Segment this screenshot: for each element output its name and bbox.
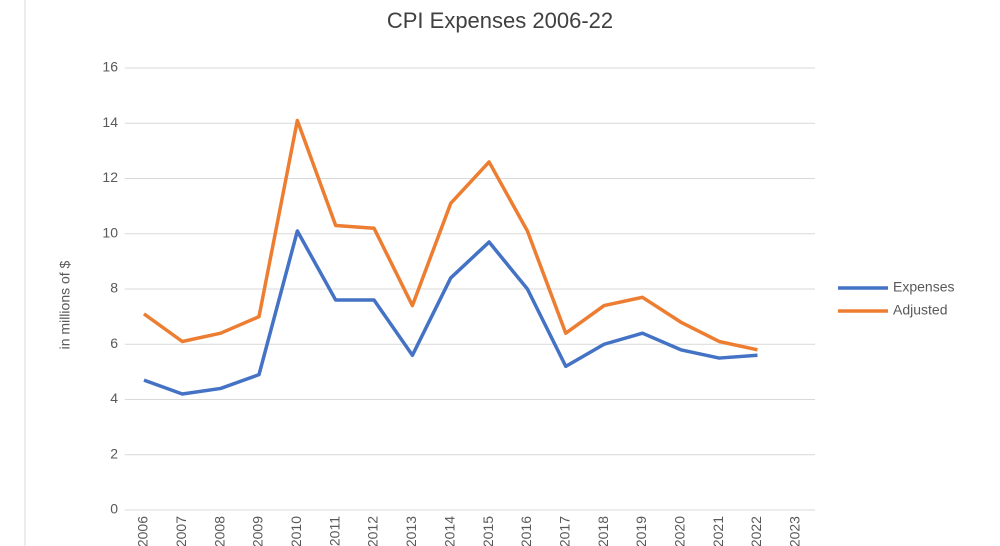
x-tick-label: 2021 [710,516,726,546]
x-tick-label: 2022 [748,516,764,546]
y-axis-label: in millions of $ [57,260,73,349]
x-tick-label: 2009 [250,516,266,546]
x-tick-label: 2010 [288,516,304,546]
x-tick-label: 2006 [135,516,151,546]
y-tick-label: 8 [110,280,118,296]
y-tick-label: 14 [102,114,118,130]
y-tick-label: 16 [102,59,118,75]
legend-label: Adjusted [893,302,947,318]
x-tick-label: 2015 [480,516,496,546]
x-tick-label: 2012 [365,516,381,546]
series-line [143,229,758,396]
x-tick-label: 2011 [326,516,342,546]
y-tick-label: 6 [110,335,118,351]
legend-label: Expenses [893,279,954,295]
x-tick-label: 2014 [441,516,457,546]
x-tick-label: 2019 [633,516,649,546]
y-tick-label: 4 [110,390,118,406]
x-tick-label: 2008 [211,516,227,546]
x-tick-label: 2023 [787,516,803,546]
x-tick-label: 2017 [556,516,572,546]
chart-title: CPI Expenses 2006-22 [387,8,613,33]
x-tick-label: 2016 [518,516,534,546]
x-tick-label: 2013 [403,516,419,546]
y-tick-label: 12 [102,169,118,185]
y-tick-label: 2 [110,445,118,461]
x-tick-label: 2020 [671,516,687,546]
y-tick-label: 10 [102,224,118,240]
series-line [142,118,758,352]
x-tick-label: 2007 [173,516,189,546]
x-tick-label: 2018 [595,516,611,546]
y-tick-label: 0 [110,501,118,517]
